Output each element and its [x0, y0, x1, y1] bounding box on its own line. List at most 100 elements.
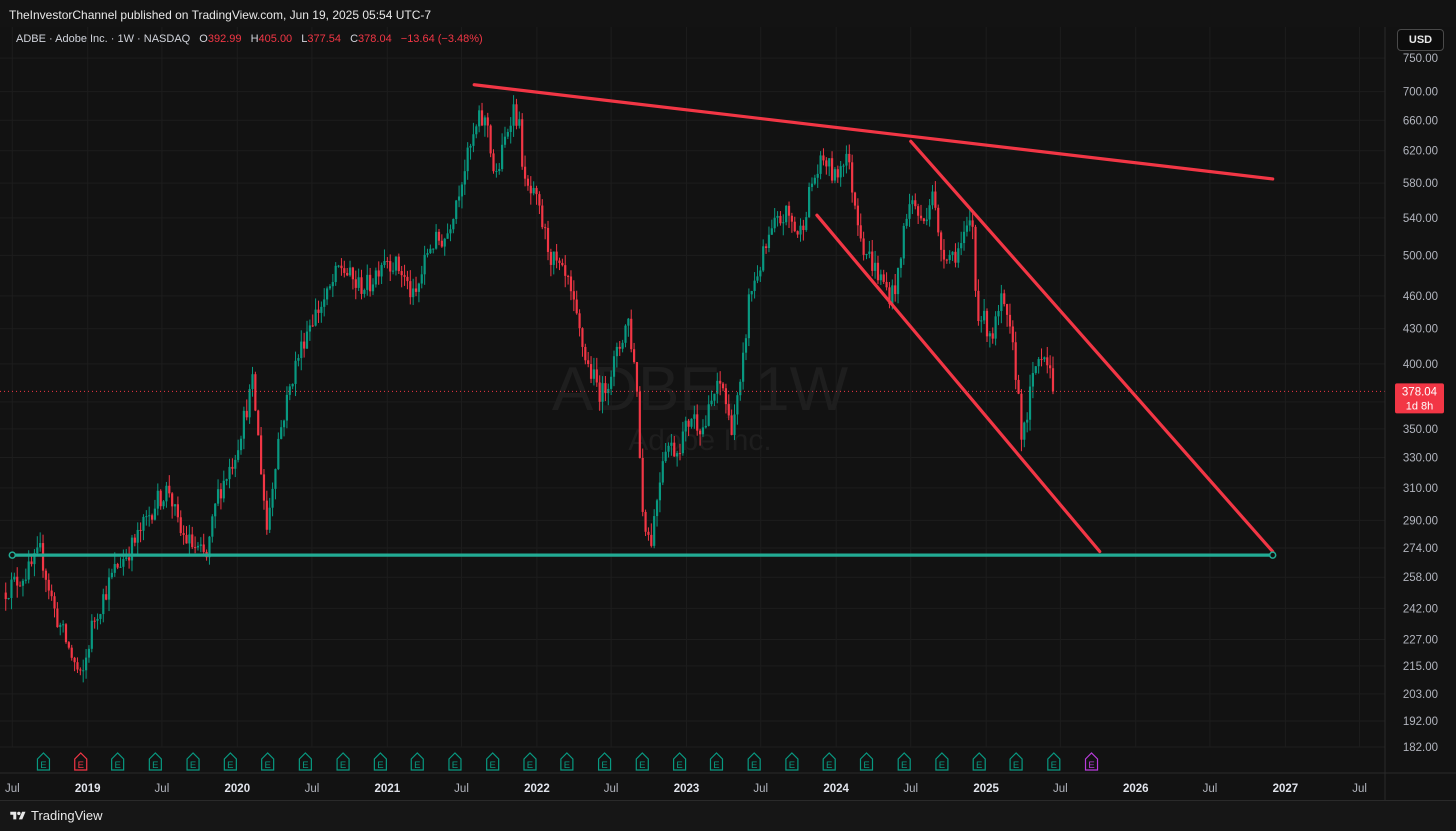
candle-body	[759, 270, 762, 277]
candle-body	[360, 277, 363, 294]
price-axis[interactable]: 750.00 700.00 660.00 620.00 580.00 540.00 500.…	[1384, 27, 1456, 800]
footer-bar: TradingView	[0, 800, 1456, 831]
earnings-marker-icon[interactable]	[336, 752, 350, 771]
candle-body	[1008, 314, 1012, 327]
earnings-marker-icon[interactable]	[1009, 752, 1023, 771]
earnings-marker-icon[interactable]	[36, 752, 51, 771]
candle-body	[168, 485, 171, 494]
price-tick-label: 350.00	[1403, 424, 1438, 436]
candle-body	[311, 325, 314, 327]
candle-body	[486, 117, 489, 126]
candle-body	[957, 248, 960, 263]
candle-body	[139, 529, 142, 531]
candle-body	[90, 620, 93, 649]
candle-body	[561, 262, 564, 266]
candle-body	[719, 380, 722, 384]
currency-button[interactable]: USD	[1397, 29, 1444, 51]
earnings-marker-icon[interactable]	[635, 752, 649, 771]
earnings-marker-icon[interactable]	[785, 752, 799, 771]
earnings-marker-icon[interactable]	[597, 752, 612, 771]
earnings-marker-icon[interactable]	[186, 752, 200, 771]
earnings-marker-icon[interactable]	[972, 752, 986, 771]
candle-body	[859, 225, 862, 239]
candle-body	[839, 166, 842, 178]
candle-body	[546, 227, 550, 252]
candle-body	[472, 134, 475, 146]
earnings-marker-icon[interactable]	[1047, 752, 1061, 771]
earnings-marker-icon[interactable]	[1084, 752, 1099, 771]
candle-body	[274, 469, 277, 489]
earnings-marker-label: E	[152, 760, 158, 771]
support-anchor[interactable]	[8, 551, 17, 559]
candle-body	[785, 205, 788, 223]
high-label: H	[250, 33, 259, 45]
earnings-marker-icon[interactable]	[560, 752, 574, 771]
symbol-name[interactable]: ADBE · Adobe Inc. · 1W · NASDAQ	[16, 33, 191, 45]
earnings-marker-icon[interactable]	[148, 752, 162, 771]
trendline-channel-lower[interactable]	[815, 213, 1102, 554]
candle-body	[1051, 368, 1055, 392]
earnings-marker-icon[interactable]	[410, 752, 424, 771]
time-tick-label: 2023	[674, 783, 700, 795]
earnings-marker-icon[interactable]	[523, 752, 537, 771]
earnings-marker-icon[interactable]	[935, 752, 949, 771]
earnings-marker-icon[interactable]	[298, 752, 312, 771]
earnings-marker-label: E	[414, 760, 420, 771]
trendline-channel-upper[interactable]	[909, 139, 1275, 554]
earnings-marker-icon[interactable]	[486, 752, 500, 771]
candle-body	[44, 570, 48, 580]
earnings-marker-icon[interactable]	[822, 752, 836, 771]
candle-body	[515, 104, 518, 126]
earnings-marker-icon[interactable]	[448, 752, 462, 771]
candle-body	[475, 126, 478, 135]
earnings-marker-label: E	[340, 760, 346, 771]
earnings-marker-icon[interactable]	[672, 752, 687, 771]
earnings-marker-label: E	[40, 760, 46, 771]
earnings-marker-icon[interactable]	[747, 752, 761, 771]
candle-body	[466, 147, 469, 172]
candle-body	[724, 388, 728, 405]
candle-body	[994, 316, 997, 339]
candle-body	[478, 110, 481, 127]
candle-body	[1003, 293, 1006, 305]
trendlines[interactable]	[8, 83, 1277, 559]
earnings-marker-label: E	[264, 760, 270, 771]
earnings-marker-icon[interactable]	[859, 752, 874, 771]
candle-body	[997, 311, 1000, 317]
earnings-marker-icon[interactable]	[709, 752, 724, 771]
earnings-marker-icon[interactable]	[373, 752, 387, 771]
time-tick-label: 2026	[1123, 783, 1149, 795]
earnings-marker-icon[interactable]	[897, 752, 911, 771]
earnings-marker-label: E	[227, 760, 233, 771]
candle-body	[133, 537, 136, 543]
candle-body	[1011, 326, 1014, 343]
price-tick-label: 620.00	[1403, 146, 1438, 158]
earnings-marker-label: E	[452, 760, 458, 771]
earnings-marker-label: E	[302, 760, 308, 771]
time-axis[interactable]: Jul 2019 Jul 2020 Jul 2021 Jul 2022 Jul 2023 Jul 20…	[0, 772, 1456, 795]
earnings-marker-icon[interactable]	[111, 752, 125, 771]
candle-body	[228, 466, 231, 480]
candle-body	[116, 563, 119, 568]
candle-body	[544, 227, 547, 229]
candle-body	[222, 480, 225, 499]
watermark-ticker: ADBE, 1W	[552, 355, 849, 424]
candle-body	[638, 391, 641, 459]
earnings-marker-icon[interactable]	[223, 752, 237, 771]
candle-body	[575, 299, 578, 314]
candle-body	[119, 566, 122, 568]
candle-body	[386, 260, 389, 262]
trendline-upper-resistance[interactable]	[472, 83, 1275, 181]
support-anchor[interactable]	[1268, 551, 1277, 559]
candle-body	[968, 220, 971, 226]
candle-body	[948, 254, 951, 261]
candle-body	[369, 274, 372, 292]
candle-body	[621, 342, 624, 349]
candle-body	[53, 596, 56, 609]
earnings-marker-icon[interactable]	[261, 752, 275, 771]
earnings-marker-icon[interactable]	[74, 752, 88, 771]
candle-body	[974, 226, 977, 291]
price-tick-label: 258.00	[1403, 572, 1438, 584]
